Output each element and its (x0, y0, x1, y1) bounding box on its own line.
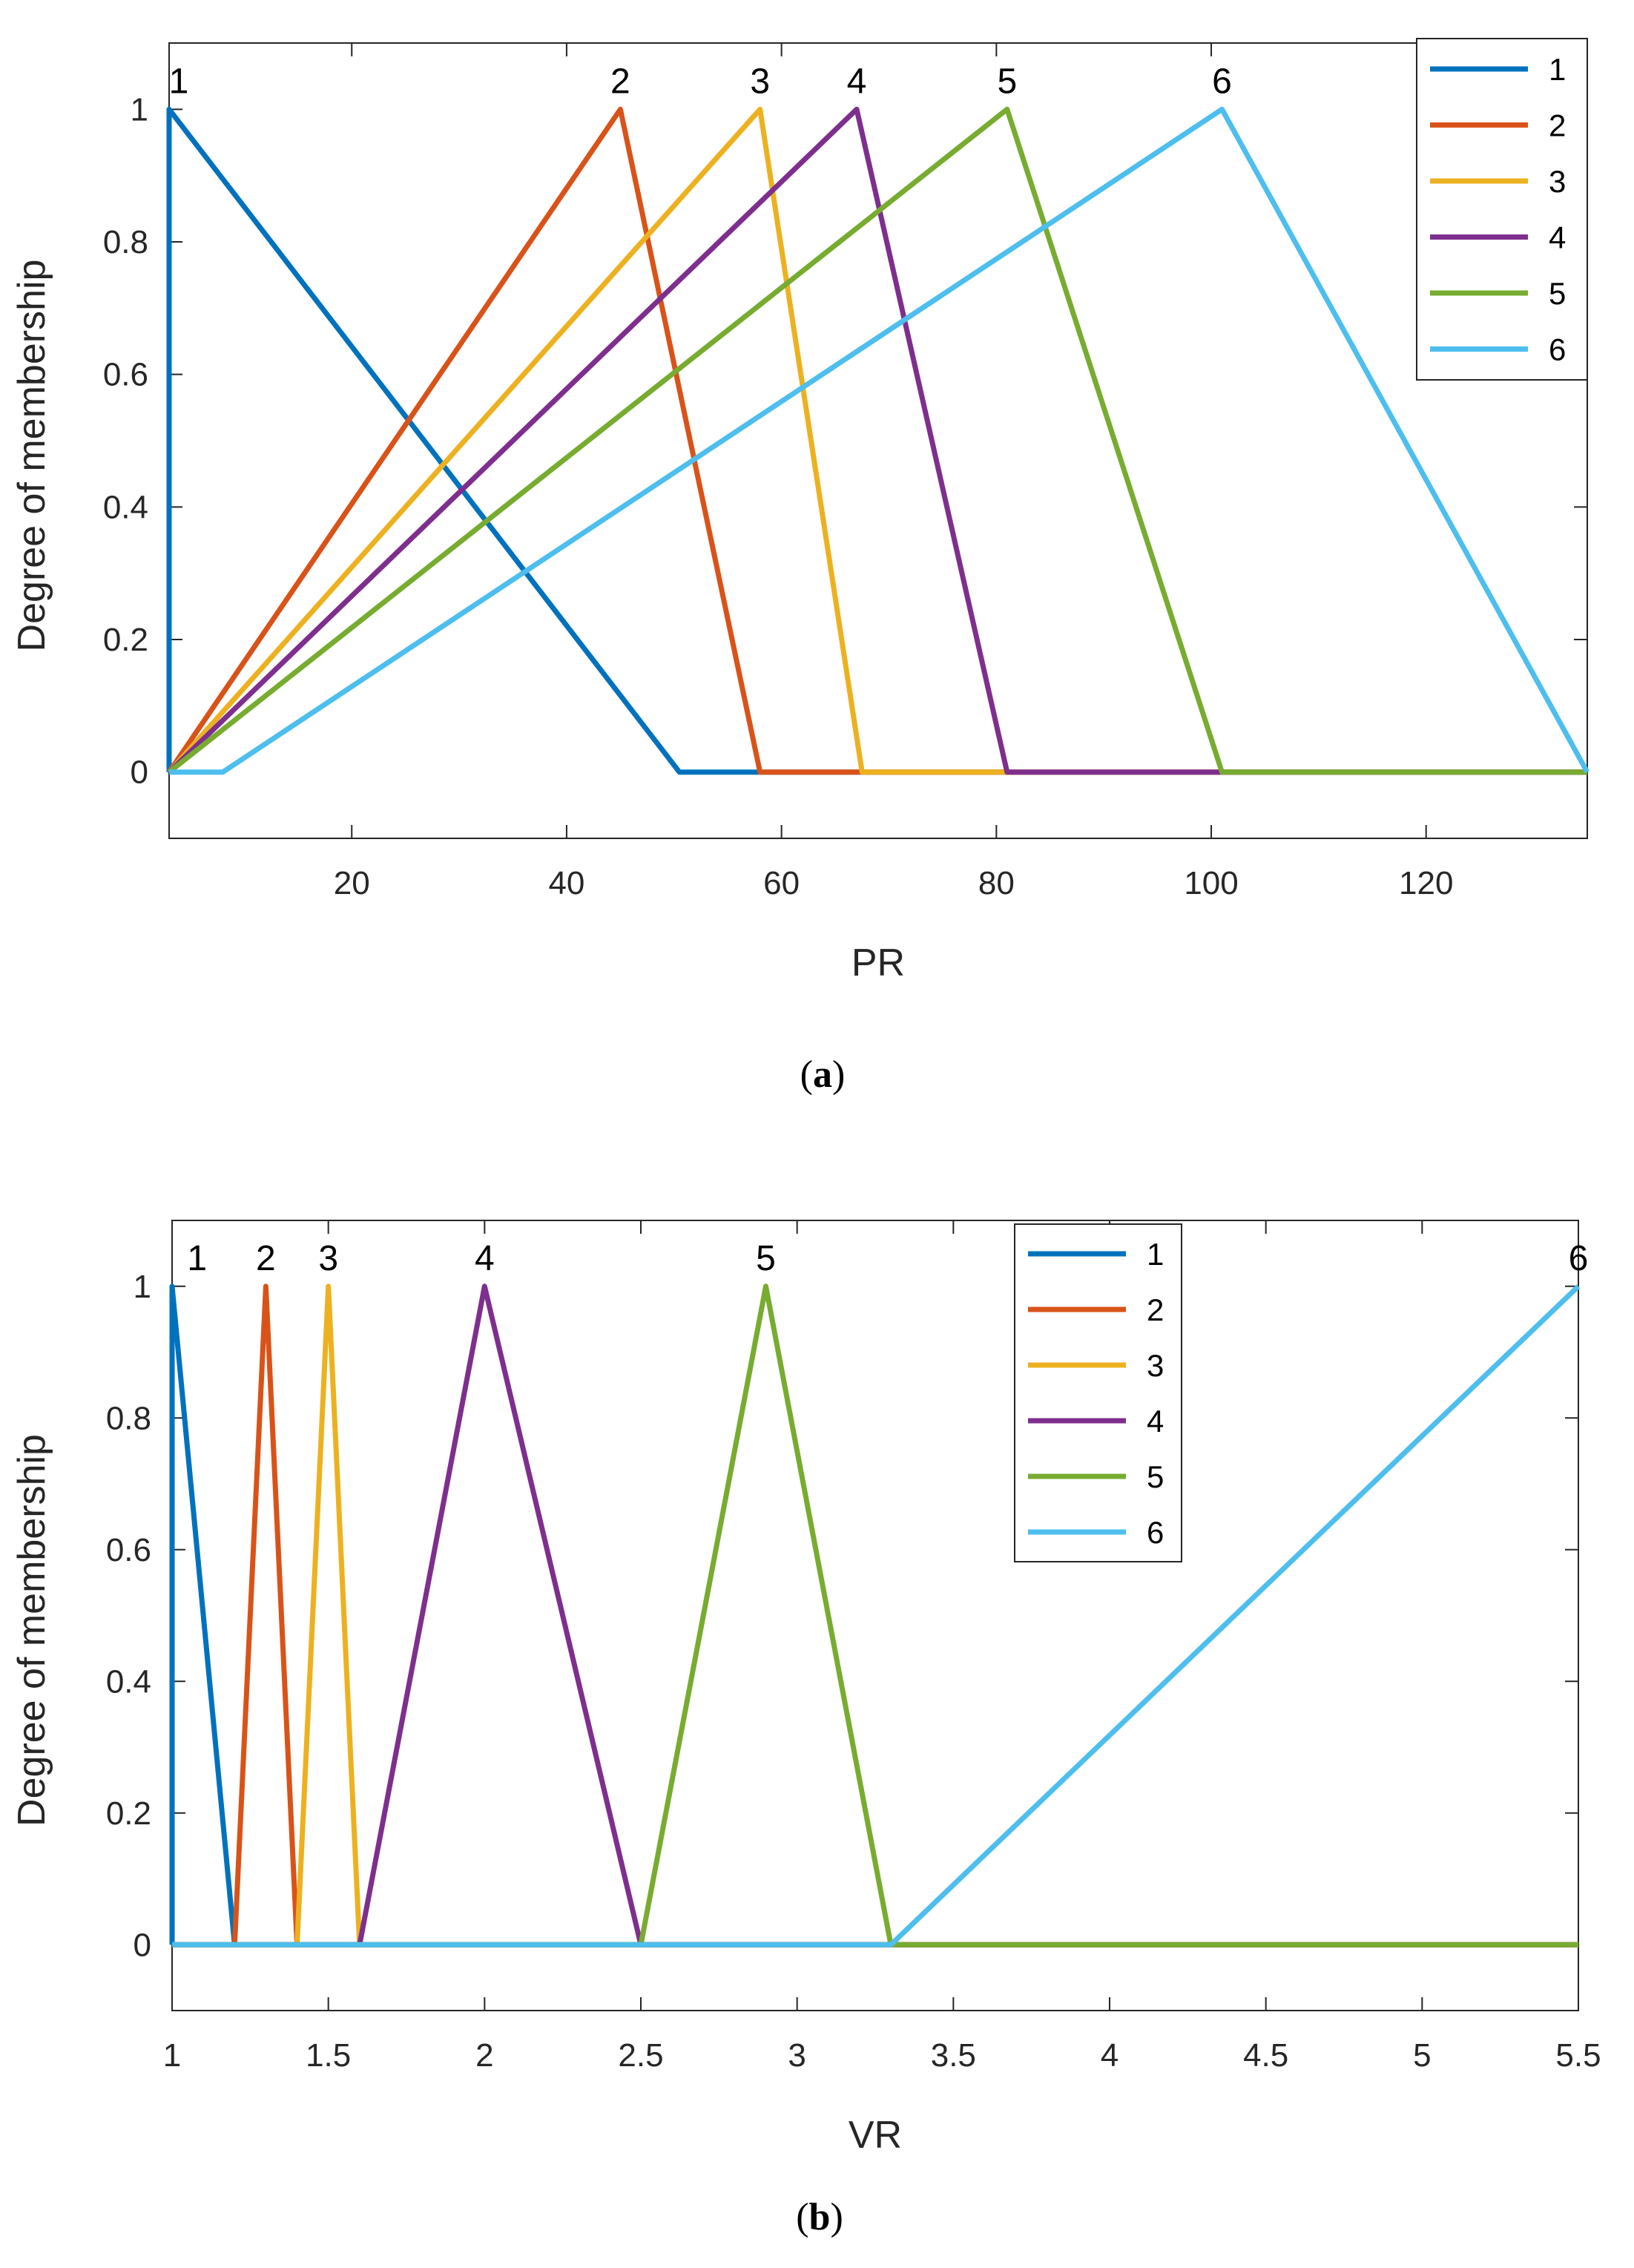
y-tick-label: 0.4 (106, 1663, 151, 1700)
caption-open: ( (796, 2196, 808, 2238)
y-tick-label: 1 (134, 1269, 151, 1305)
y-tick-label: 0.2 (103, 622, 148, 658)
legend-label-6: 6 (1147, 1515, 1164, 1550)
x-tick-label: 4 (1101, 2037, 1119, 2074)
x-tick-label: 3 (788, 2037, 806, 2074)
y-tick-label: 0.2 (106, 1795, 151, 1832)
y-tick-label: 0 (134, 1927, 151, 1963)
x-tick-label: 2 (475, 2037, 493, 2074)
legend (1014, 1223, 1182, 1562)
x-tick-label: 100 (1184, 865, 1238, 901)
y-tick-label: 0.4 (103, 489, 148, 525)
x-tick-label: 20 (334, 865, 370, 901)
y-axis-label: Degree of membership (10, 260, 53, 652)
legend-label-4: 4 (1549, 220, 1566, 255)
panel-caption: (b) (796, 2196, 843, 2238)
x-tick-label: 120 (1399, 865, 1453, 901)
legend-label-5: 5 (1147, 1459, 1164, 1494)
series-line-6 (169, 106, 1590, 775)
caption-open: ( (800, 1054, 813, 1096)
caption-letter: a (813, 1054, 832, 1096)
caption-letter: b (809, 2196, 831, 2238)
x-tick-label: 3.5 (931, 2037, 976, 2074)
x-tick-label: 60 (763, 865, 800, 901)
y-axis-label: Degree of membership (10, 1434, 53, 1827)
plot-area (171, 1220, 1579, 2011)
peak-label-4: 4 (475, 1239, 495, 1278)
legend-label-2: 2 (1147, 1292, 1164, 1327)
legend (1416, 38, 1588, 381)
peak-label-3: 3 (318, 1239, 338, 1278)
legend-label-3: 3 (1549, 164, 1566, 199)
x-tick-label: 5 (1413, 2037, 1431, 2074)
peak-label-6: 6 (1212, 62, 1232, 101)
legend-label-4: 4 (1147, 1404, 1164, 1439)
legend-label-1: 1 (1549, 52, 1566, 87)
x-tick-label: 40 (548, 865, 584, 901)
x-axis-label: PR (851, 941, 905, 985)
peak-label-1: 1 (169, 62, 189, 101)
x-tick-label: 1 (163, 2037, 181, 2074)
series-line-6 (172, 1284, 1581, 1947)
x-tick-label: 4.5 (1243, 2037, 1288, 2074)
peak-label-1: 1 (187, 1239, 207, 1278)
peak-label-2: 2 (256, 1239, 276, 1278)
y-tick-label: 0.8 (106, 1400, 151, 1436)
legend-label-2: 2 (1549, 108, 1566, 143)
peak-label-2: 2 (610, 62, 630, 101)
legend-label-3: 3 (1147, 1348, 1164, 1383)
x-axis-label: VR (849, 2114, 902, 2157)
legend-label-6: 6 (1549, 332, 1566, 367)
x-tick-label: 5.5 (1555, 2037, 1601, 2074)
peak-label-3: 3 (750, 62, 770, 101)
legend-label-5: 5 (1549, 276, 1566, 311)
y-tick-label: 0.6 (106, 1532, 151, 1568)
peak-label-6: 6 (1569, 1239, 1589, 1278)
y-tick-label: 0.6 (103, 357, 148, 393)
panel-caption: (a) (800, 1054, 846, 1096)
x-tick-label: 2.5 (618, 2037, 663, 2074)
y-tick-label: 0 (131, 755, 148, 791)
x-tick-label: 1.5 (306, 2037, 351, 2074)
panel-a: 20 40 60 80 100 120 0 0.2 0.4 0.6 0.8 1 PR Degree of … (10, 38, 1590, 1096)
x-tick-label: 80 (978, 865, 1015, 901)
series-line-5 (167, 106, 1587, 775)
y-tick-label: 0.8 (103, 224, 148, 260)
caption-close: ) (830, 2196, 843, 2238)
peak-label-4: 4 (847, 62, 867, 101)
plot-area (168, 42, 1588, 839)
legend-label-1: 1 (1147, 1237, 1164, 1272)
panel-b: 1 1.5 2 2.5 3 3.5 4 4.5 5 5.5 0 0.2 0.4 0.6 0.8 1 VR Degr… (10, 1220, 1601, 2238)
y-tick-label: 1 (131, 91, 148, 128)
caption-close: ) (832, 1054, 845, 1096)
peak-label-5: 5 (756, 1239, 776, 1278)
peak-label-5: 5 (997, 62, 1017, 101)
